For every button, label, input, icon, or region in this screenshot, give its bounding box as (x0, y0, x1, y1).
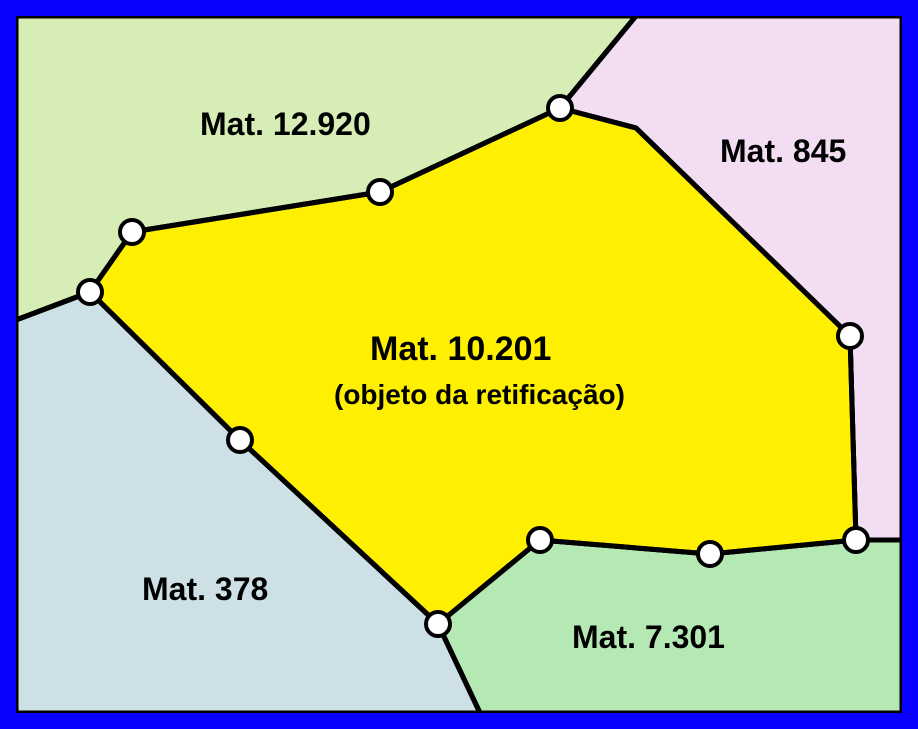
label-center: Mat. 10.201 (370, 330, 551, 368)
label-top_left: Mat. 12.920 (200, 106, 371, 142)
vertex-marker-4 (838, 324, 862, 348)
label-top_right: Mat. 845 (720, 133, 846, 169)
vertex-marker-3 (548, 96, 572, 120)
vertex-marker-9 (228, 428, 252, 452)
sublabel-center: (objeto da retificação) (334, 379, 625, 410)
vertex-marker-8 (426, 612, 450, 636)
vertex-marker-2 (368, 180, 392, 204)
vertex-marker-1 (120, 220, 144, 244)
parcel-map-diagram: Mat. 12.920 Mat. 845 Mat. 7.301 Mat. 378 Mat… (0, 0, 918, 729)
label-bottom_left: Mat. 378 (142, 571, 268, 607)
vertex-marker-6 (698, 542, 722, 566)
vertex-marker-0 (78, 280, 102, 304)
vertex-marker-7 (528, 528, 552, 552)
label-right_green: Mat. 7.301 (572, 619, 725, 655)
vertex-marker-5 (844, 528, 868, 552)
